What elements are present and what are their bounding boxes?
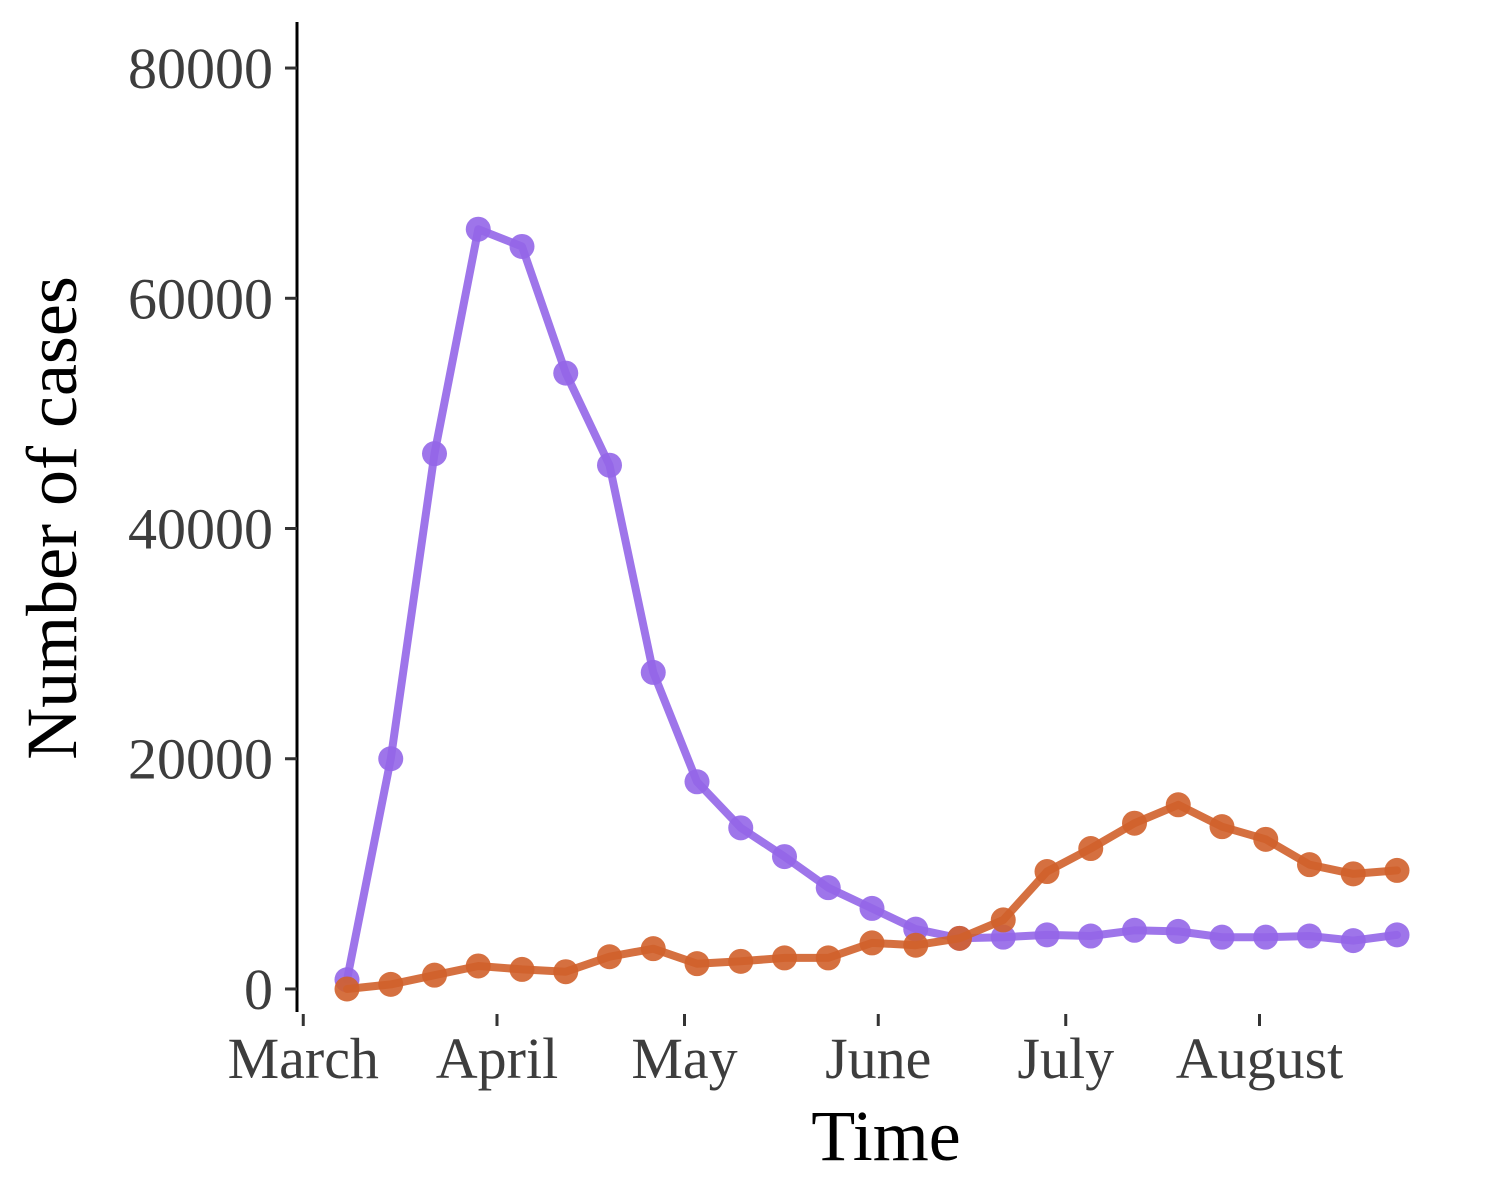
series-2-point [728, 948, 754, 974]
series-2-point [903, 932, 929, 958]
series-2-point [990, 907, 1016, 933]
series-1-point [597, 452, 622, 478]
series-2-point [1122, 810, 1147, 836]
y-tick-label: 40000 [128, 497, 273, 562]
series-layer [334, 216, 1410, 1002]
series-1-point [509, 233, 535, 259]
x-tick-label: July [1017, 1026, 1114, 1091]
series-1-point [1253, 924, 1279, 950]
series-1-point [640, 659, 666, 685]
series-1-point [1165, 918, 1191, 944]
series-2-point [815, 945, 841, 971]
series-2-point [465, 953, 491, 979]
series-2-point [684, 951, 710, 977]
series-2-point [1297, 852, 1322, 878]
y-axis-ticks: 0 20000 40000 60000 80000 [128, 36, 297, 1022]
x-tick-label: June [825, 1026, 931, 1091]
series-2-point [1034, 859, 1060, 885]
x-tick-label: May [631, 1026, 737, 1091]
series-1-point [1078, 923, 1104, 949]
series-1-point [422, 441, 447, 467]
series-1-point [990, 924, 1016, 950]
series-2-point [859, 930, 885, 956]
y-tick-label: 20000 [128, 727, 273, 792]
x-axis-title: Time [811, 1096, 960, 1176]
series-1-point [1122, 917, 1147, 943]
series-2-point [1078, 836, 1104, 862]
series-1-point [553, 360, 579, 386]
series-2-point [509, 956, 535, 982]
series-2-point [947, 925, 972, 951]
series-2-point [334, 976, 360, 1002]
series-1-point [1384, 922, 1410, 948]
series-2-point [422, 962, 447, 988]
series-1-point [1297, 923, 1322, 949]
series-1-point [1034, 922, 1060, 948]
y-tick-label: 60000 [128, 266, 273, 331]
series-1-point [728, 815, 754, 841]
series-1-point [1209, 924, 1235, 950]
series-2-point [553, 959, 579, 985]
x-tick-label: March [228, 1026, 379, 1091]
x-tick-label: August [1176, 1026, 1344, 1091]
series-2 [334, 792, 1410, 1002]
series-2-point [597, 944, 622, 970]
y-axis-title: Number of cases [12, 276, 92, 760]
series-1-point [378, 746, 404, 772]
series-1-point [465, 216, 491, 242]
series-2-point [378, 971, 404, 997]
series-1-point [772, 844, 797, 870]
y-tick-label: 0 [244, 957, 273, 1022]
series-2-point [1384, 857, 1410, 883]
series-2-point [1165, 792, 1191, 818]
series-1-point [1340, 928, 1366, 954]
series-2-point [1253, 826, 1279, 852]
series-2-point [1340, 861, 1366, 887]
series-2-point [640, 936, 666, 962]
series-2-point [772, 945, 797, 971]
series-1 [334, 216, 1410, 993]
x-axis-ticks: March April May June July August [228, 1014, 1344, 1091]
y-tick-label: 80000 [128, 36, 273, 101]
series-1-point [815, 875, 841, 901]
x-tick-label: April [436, 1026, 558, 1091]
series-1-line [343, 225, 1401, 984]
series-1-point [859, 895, 885, 921]
series-2-point [1209, 814, 1235, 840]
series-1-point [684, 769, 710, 795]
